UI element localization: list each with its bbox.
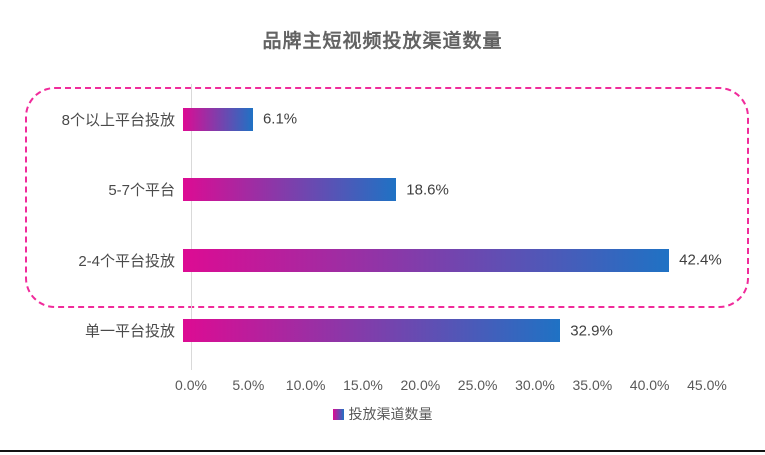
category-label: 5-7个平台 bbox=[108, 182, 175, 200]
bar-value-label: 6.1% bbox=[262, 110, 298, 128]
x-tick-label: 20.0% bbox=[400, 377, 441, 393]
bar-track: 32.9% bbox=[183, 319, 699, 343]
bar bbox=[183, 319, 561, 343]
x-tick-label: 25.0% bbox=[457, 377, 498, 393]
bar-rows: 8个以上平台投放 6.1% 5-7个平台 18.6% 2-4个平台投放 42.4% 单一平台… bbox=[0, 84, 722, 367]
bar-row: 5-7个平台 18.6% bbox=[0, 155, 707, 226]
bar-track: 42.4% bbox=[183, 248, 722, 272]
legend-label: 投放渠道数量 bbox=[348, 406, 433, 422]
x-tick-label: 10.0% bbox=[285, 377, 326, 393]
bar bbox=[183, 107, 253, 131]
bar-value-label: 32.9% bbox=[570, 322, 613, 340]
bottom-divider bbox=[0, 450, 765, 452]
category-label: 单一平台投放 bbox=[84, 323, 175, 341]
chart-title: 品牌主短视频投放渠道数量 bbox=[262, 31, 503, 52]
x-tick-label: 30.0% bbox=[515, 377, 555, 393]
x-tick-label: 5.0% bbox=[232, 377, 265, 393]
legend: 投放渠道数量 bbox=[0, 404, 765, 424]
category-label: 8个以上平台投放 bbox=[61, 111, 175, 129]
bar bbox=[183, 178, 397, 202]
x-tick-label: 45.0% bbox=[687, 377, 727, 393]
x-tick-label: 0.0% bbox=[175, 377, 207, 393]
bar-value-label: 42.4% bbox=[679, 251, 722, 269]
bar-row: 8个以上平台投放 6.1% bbox=[0, 84, 707, 155]
x-tick-label: 15.0% bbox=[343, 377, 383, 393]
category-label: 2-4个平台投放 bbox=[78, 252, 175, 270]
bar-value-label: 18.6% bbox=[406, 181, 449, 199]
legend-marker-icon bbox=[332, 408, 344, 420]
y-axis-line bbox=[191, 84, 192, 370]
x-tick-label: 40.0% bbox=[629, 377, 670, 393]
x-axis: 0.0% 5.0% 10.0% 15.0% 20.0% 25.0% 30.0% 35.0% 40… bbox=[175, 377, 727, 395]
bar-row: 单一平台投放 32.9% bbox=[0, 296, 707, 367]
bar bbox=[183, 248, 670, 272]
x-tick-label: 35.0% bbox=[572, 377, 613, 393]
bar-row: 2-4个平台投放 42.4% bbox=[0, 225, 722, 296]
bar-track: 6.1% bbox=[183, 107, 699, 131]
bar-track: 18.6% bbox=[183, 178, 699, 202]
